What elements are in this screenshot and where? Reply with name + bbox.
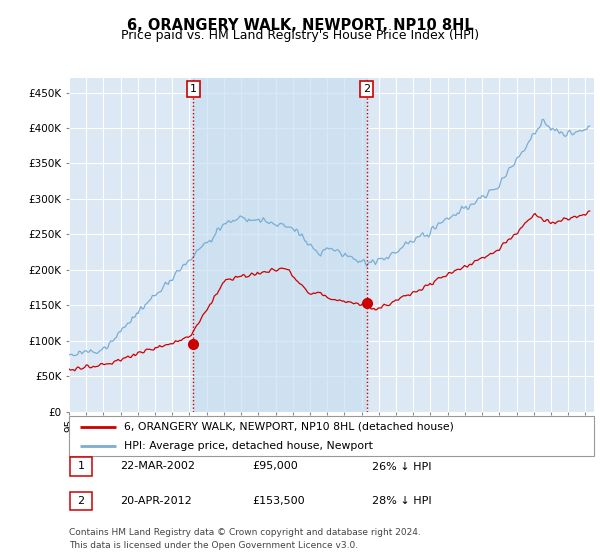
Text: Price paid vs. HM Land Registry's House Price Index (HPI): Price paid vs. HM Land Registry's House …	[121, 29, 479, 42]
Text: £95,000: £95,000	[252, 461, 298, 472]
Text: 28% ↓ HPI: 28% ↓ HPI	[372, 496, 431, 506]
Text: 6, ORANGERY WALK, NEWPORT, NP10 8HL (detached house): 6, ORANGERY WALK, NEWPORT, NP10 8HL (det…	[124, 422, 454, 432]
Text: 2: 2	[363, 84, 370, 94]
Text: 20-APR-2012: 20-APR-2012	[120, 496, 192, 506]
Text: 6, ORANGERY WALK, NEWPORT, NP10 8HL: 6, ORANGERY WALK, NEWPORT, NP10 8HL	[127, 18, 473, 33]
Text: 2: 2	[77, 496, 85, 506]
Text: HPI: Average price, detached house, Newport: HPI: Average price, detached house, Newp…	[124, 441, 373, 451]
Text: 1: 1	[190, 84, 197, 94]
Bar	[193, 78, 367, 412]
Text: 26% ↓ HPI: 26% ↓ HPI	[372, 461, 431, 472]
Text: 22-MAR-2002: 22-MAR-2002	[120, 461, 195, 472]
Text: 1: 1	[77, 461, 85, 472]
Text: £153,500: £153,500	[252, 496, 305, 506]
Text: Contains HM Land Registry data © Crown copyright and database right 2024.
This d: Contains HM Land Registry data © Crown c…	[69, 528, 421, 550]
